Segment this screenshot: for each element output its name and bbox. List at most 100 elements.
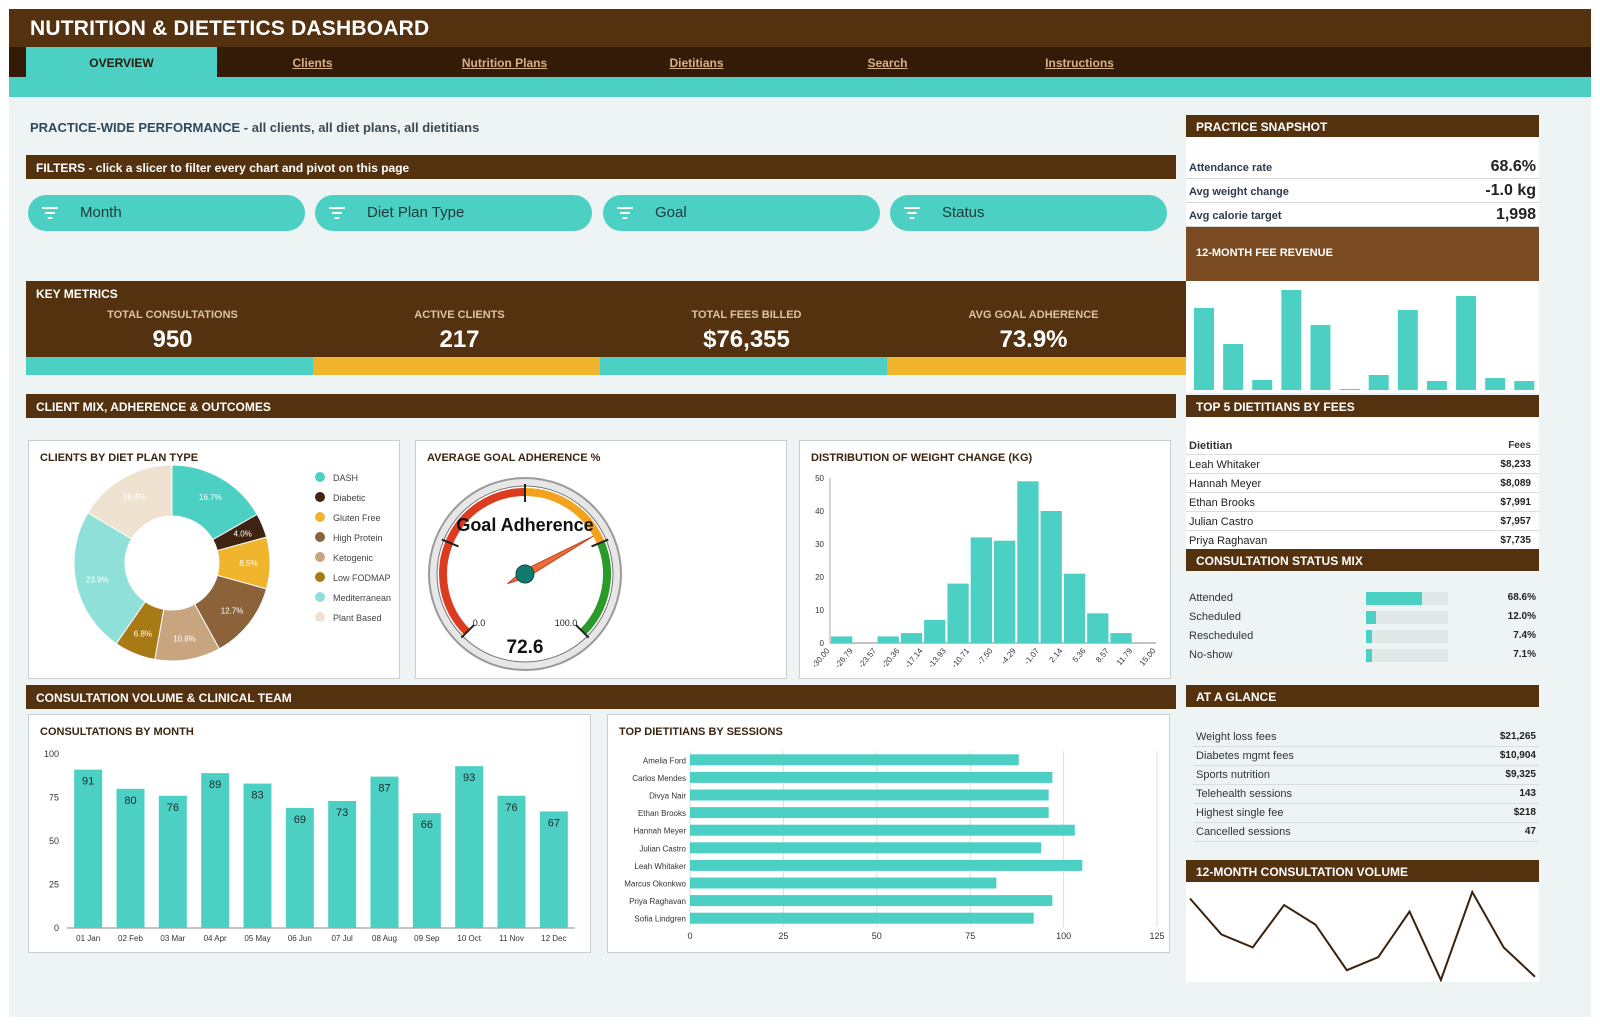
key-metrics-title: KEY METRICS [36, 287, 118, 301]
x-tick-label: 07 Jul [331, 934, 353, 943]
legend-swatch [315, 472, 325, 482]
glance-header: AT A GLANCE [1186, 685, 1539, 707]
fee-bar [1281, 290, 1302, 390]
fee-bar [1223, 344, 1244, 390]
x-tick-label: 03 Mar [160, 934, 185, 943]
tab-overview[interactable]: OVERVIEW [26, 47, 217, 78]
glance-value: $9,325 [1505, 769, 1536, 780]
nav-bar [9, 47, 1591, 77]
x-tick-label: 10 Oct [457, 934, 481, 943]
status-value: 7.4% [1513, 630, 1536, 641]
status-row: Rescheduled 7.4% [1186, 627, 1539, 646]
bar-value-label: 73 [336, 807, 348, 819]
bar-value-label: 93 [463, 772, 475, 784]
x-tick-label: 15.00 [1138, 646, 1158, 668]
pie-slice-label: 10.8% [173, 634, 196, 643]
dietitian-bar [690, 912, 1034, 924]
glance-row: Cancelled sessions 47 [1193, 823, 1539, 842]
histogram-bar [1087, 613, 1109, 643]
chart-title: CLIENTS BY DIET PLAN TYPE [40, 452, 199, 464]
filter-icon [904, 207, 920, 219]
dietitian-bar [690, 789, 1049, 801]
pie-slice-label: 4.0% [234, 530, 252, 539]
gauge-title: Goal Adherence [456, 515, 593, 535]
slicer-diet-plan-type[interactable]: Diet Plan Type [315, 195, 592, 231]
volume-chart-bg [1186, 882, 1539, 982]
page-heading-title: PRACTICE-WIDE PERFORMANCE [30, 120, 241, 135]
dietitian-bar [690, 824, 1075, 836]
histogram-bar [831, 636, 853, 643]
dietitian-fees: $7,735 [1500, 535, 1531, 546]
y-tick-label: Carlos Mendes [632, 774, 686, 783]
pie-slice-label: 6.8% [134, 630, 152, 639]
histogram-bar [1063, 573, 1086, 643]
month-bar [412, 813, 441, 928]
kpi-value: 950 [152, 326, 193, 353]
tab-dietitians[interactable]: Dietitians [669, 56, 724, 70]
legend-item: High Protein [315, 532, 383, 543]
y-tick-label: 0 [820, 639, 825, 648]
pie-slice-label: 23.9% [86, 575, 109, 584]
gauge-band [580, 541, 611, 635]
gauge-tick [575, 624, 590, 639]
status-label: Rescheduled [1189, 630, 1254, 642]
x-tick-label: 50 [872, 931, 882, 941]
bar-value-label: 67 [548, 817, 560, 829]
glance-label: Cancelled sessions [1196, 826, 1291, 838]
chart-title: TOP DIETITIANS BY SESSIONS [619, 726, 783, 738]
x-tick-label: 5.36 [1071, 646, 1088, 664]
dietitian-bar [690, 895, 1053, 907]
kpi-value: 217 [439, 326, 480, 353]
status-value: 7.1% [1513, 649, 1536, 660]
glance-row: Sports nutrition $9,325 [1193, 766, 1539, 785]
section-client-mix: CLIENT MIX, ADHERENCE & OUTCOMES [26, 394, 1176, 418]
y-tick-label: Divya Nair [649, 792, 686, 801]
horizontal-bar-chart: 0 25 50 75 100 125 Amelia Ford Carlos Mendes Div… [624, 751, 1165, 941]
slicer-goal[interactable]: Goal [603, 195, 880, 231]
pie-slice-label: 16.4% [123, 492, 146, 501]
histogram-bar [1040, 511, 1062, 643]
tab-clients[interactable]: Clients [292, 56, 333, 70]
y-tick-label: 50 [49, 836, 59, 846]
histogram-bar [994, 540, 1016, 643]
kpi-value: $76,355 [703, 326, 790, 353]
histogram-bar [1017, 481, 1039, 643]
slicer-status[interactable]: Status [890, 195, 1167, 231]
card-consultations-by-month: CONSULTATIONS BY MONTH 0 25 50 75 100 91 01 Ja… [28, 714, 591, 953]
legend-label: Ketogenic [333, 553, 374, 563]
status-row: Attended 68.6% [1186, 589, 1539, 608]
glance-value: $21,265 [1499, 731, 1536, 742]
legend-swatch [315, 552, 325, 562]
month-bar [328, 800, 357, 928]
fee-bar [1456, 296, 1477, 390]
legend-label: Plant Based [333, 613, 382, 623]
status-value: 68.6% [1507, 592, 1536, 603]
volume-line [1189, 889, 1536, 982]
legend-label: High Protein [333, 533, 383, 543]
card-weight-change-distribution: DISTRIBUTION OF WEIGHT CHANGE (KG) 0 10 20… [799, 440, 1171, 679]
gauge-band [524, 488, 605, 545]
filter-icon [42, 207, 58, 219]
fee-bar [1426, 381, 1447, 390]
status-label: Attended [1189, 592, 1234, 604]
histogram-bar [877, 636, 899, 643]
fee-revenue-title: 12-MONTH FEE REVENUE [1196, 247, 1333, 259]
legend-swatch [315, 492, 325, 502]
y-tick-label: Julian Castro [639, 844, 686, 853]
x-tick-label: 8.57 [1094, 646, 1111, 664]
legend-label: DASH [333, 473, 359, 483]
x-tick-label: 11.79 [1115, 646, 1135, 667]
legend-swatch [315, 532, 325, 542]
y-tick-label: Marcus Okonkwo [624, 880, 686, 889]
slicer-month[interactable]: Month [28, 195, 305, 231]
glance-label: Weight loss fees [1196, 731, 1277, 743]
kpi-total-consultations: TOTAL CONSULTATIONS 950 [26, 281, 319, 357]
tab-search[interactable]: Search [867, 56, 908, 70]
tab-instructions[interactable]: Instructions [1045, 56, 1114, 70]
dietitian-bar [690, 877, 997, 889]
app-title: NUTRITION & DIETETICS DASHBOARD [30, 17, 430, 40]
tab-nutrition-plans[interactable]: Nutrition Plans [461, 56, 548, 70]
kpi-total-fees: TOTAL FEES BILLED $76,355 [600, 281, 893, 357]
x-tick-label: 12 Dec [541, 934, 566, 943]
status-mix-header: CONSULTATION STATUS MIX [1186, 549, 1539, 571]
